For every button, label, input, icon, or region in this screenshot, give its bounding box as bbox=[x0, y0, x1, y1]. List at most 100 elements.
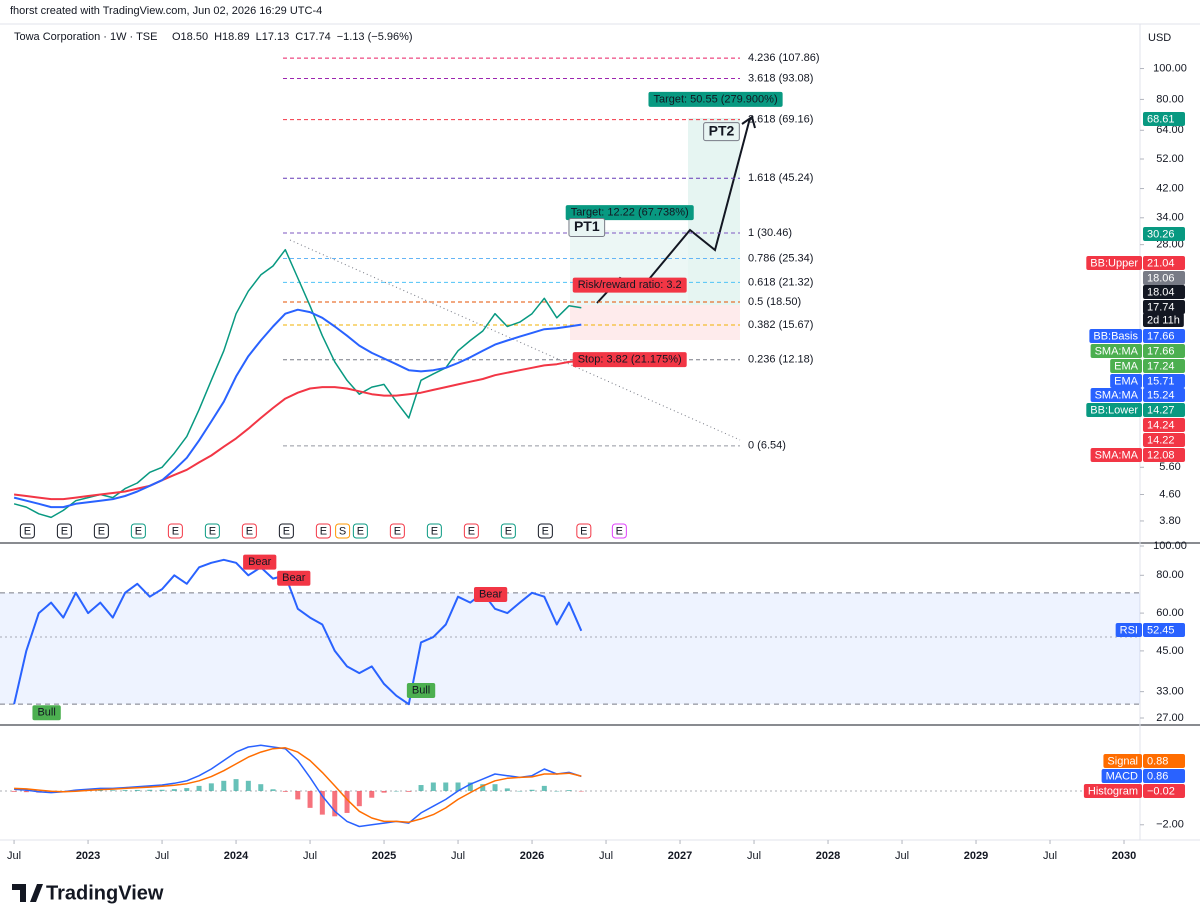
histogram-bar bbox=[110, 790, 116, 791]
histogram-bar bbox=[233, 779, 239, 791]
price-tag-box bbox=[1143, 313, 1184, 327]
price-tag-name: 2d 11h bbox=[1147, 314, 1180, 326]
event-marker bbox=[335, 523, 351, 539]
histogram-bar bbox=[369, 790, 375, 798]
annotation: Bear bbox=[248, 556, 272, 568]
event-label: E bbox=[505, 525, 512, 537]
histogram-bar bbox=[184, 788, 190, 791]
event-marker bbox=[352, 523, 368, 539]
price-tag-box bbox=[1143, 227, 1185, 241]
y-tick-label: 52.00 bbox=[1156, 153, 1184, 165]
annotation-box bbox=[572, 277, 687, 293]
event-label: E bbox=[580, 525, 587, 537]
event-label: E bbox=[542, 525, 549, 537]
event-marker bbox=[315, 523, 331, 539]
annotation: Target: 12.22 (67.738%) bbox=[571, 207, 689, 219]
event-label: E bbox=[209, 525, 216, 537]
annotation: Risk/reward ratio: 3.2 bbox=[578, 279, 682, 291]
price-tag-box bbox=[1143, 623, 1185, 637]
histogram-bar bbox=[554, 790, 560, 792]
annotation: Bull bbox=[37, 707, 55, 719]
price-tag-box bbox=[1143, 112, 1185, 126]
price-tag: 21.04 BB:Upper bbox=[1086, 256, 1185, 270]
price-tag: 12.08 SMA:MA bbox=[1090, 448, 1185, 462]
price-tag-name: Histogram bbox=[1088, 785, 1138, 797]
annotation-box bbox=[565, 205, 694, 221]
price-tag-value: 18.06 bbox=[1147, 272, 1175, 284]
event-label: E bbox=[98, 525, 105, 537]
event-marker bbox=[389, 523, 405, 539]
histogram-bar bbox=[258, 784, 264, 791]
credit: fhorst created with TradingView.com, Jun… bbox=[10, 5, 322, 17]
profit-zone bbox=[570, 230, 688, 305]
price-tag: 15.71 EMA bbox=[1110, 374, 1185, 388]
histogram-bar bbox=[245, 780, 251, 791]
histogram-bar bbox=[97, 789, 103, 791]
price-tag-box bbox=[1143, 300, 1185, 314]
fib-label: 3.618 (93.08) bbox=[748, 72, 813, 84]
histogram-bar bbox=[11, 790, 17, 792]
price-tag: −0.02 Histogram bbox=[1083, 784, 1185, 798]
price-tag-value: 15.71 bbox=[1147, 375, 1175, 387]
price-tag-value: 14.22 bbox=[1147, 434, 1175, 446]
histogram-bar bbox=[208, 783, 214, 791]
ohlc-value: H18.89 bbox=[214, 31, 249, 43]
price-tag-name: SMA:MA bbox=[1095, 449, 1139, 461]
event-marker bbox=[611, 523, 627, 539]
event-label: E bbox=[172, 525, 179, 537]
histogram-bar bbox=[517, 790, 523, 792]
price-tag-name: RSI bbox=[1120, 624, 1138, 636]
histogram-bar bbox=[196, 785, 202, 791]
loss-zone bbox=[570, 305, 740, 340]
price-tag-value: 17.66 bbox=[1147, 345, 1175, 357]
x-tick-label: 2026 bbox=[520, 850, 544, 862]
price-tag-name: BB:Basis bbox=[1093, 330, 1138, 342]
event-label: E bbox=[135, 525, 142, 537]
series-line bbox=[14, 747, 582, 823]
event-label: E bbox=[246, 525, 253, 537]
y-tick-label: 80.00 bbox=[1156, 569, 1184, 581]
price-tag-box bbox=[1143, 769, 1185, 783]
price-tag: 17.66 BB:Basis bbox=[1089, 329, 1185, 343]
price-tag-name: MACD bbox=[1106, 770, 1138, 782]
y-tick-label: 27.00 bbox=[1156, 712, 1184, 724]
event-label: E bbox=[283, 525, 290, 537]
price-tag-name: SMA:MA bbox=[1095, 389, 1139, 401]
histogram-bar bbox=[406, 790, 412, 792]
fib-label: 0.382 (15.67) bbox=[748, 319, 813, 331]
event-marker bbox=[278, 523, 294, 539]
histogram-bar bbox=[282, 790, 288, 792]
event-marker bbox=[537, 523, 553, 539]
price-tag: 14.22 bbox=[1143, 433, 1185, 447]
price-tag-value: 30.26 bbox=[1147, 228, 1175, 240]
histogram-bar bbox=[122, 790, 128, 791]
y-tick-label: 28.00 bbox=[1156, 239, 1184, 251]
event-label: E bbox=[357, 525, 364, 537]
price-tag-box bbox=[1143, 359, 1185, 373]
price-tag-box bbox=[1101, 769, 1142, 783]
price-tag-box bbox=[1143, 344, 1185, 358]
y-tick-label: 60.00 bbox=[1156, 607, 1184, 619]
series-line bbox=[13, 308, 582, 509]
price-tag-name: Signal bbox=[1107, 755, 1138, 767]
y-tick-label: 5.60 bbox=[1159, 461, 1180, 473]
x-tick-label: 2025 bbox=[372, 850, 396, 862]
price-tag-value: 0.88 bbox=[1147, 755, 1168, 767]
currency: USD bbox=[1148, 32, 1171, 44]
histogram-bar bbox=[307, 790, 313, 808]
histogram-bar bbox=[332, 790, 338, 817]
annotation: Target: 50.55 (279.900%) bbox=[653, 93, 777, 105]
histogram-bar bbox=[443, 782, 449, 791]
price-tag-value: 18.04 bbox=[1147, 286, 1175, 298]
y-tick-label: 100.00 bbox=[1153, 62, 1187, 74]
x-tick-label: 2024 bbox=[224, 850, 249, 862]
series-line bbox=[14, 744, 582, 828]
annotation-box bbox=[473, 587, 508, 603]
price-tag-box bbox=[1090, 344, 1142, 358]
price-tag-value: 52.45 bbox=[1147, 624, 1175, 636]
event-marker bbox=[426, 523, 442, 539]
x-tick-label: Jul bbox=[895, 850, 909, 862]
event-marker bbox=[130, 523, 146, 539]
price-tag-box bbox=[1143, 285, 1185, 299]
histogram-bar bbox=[23, 790, 29, 793]
